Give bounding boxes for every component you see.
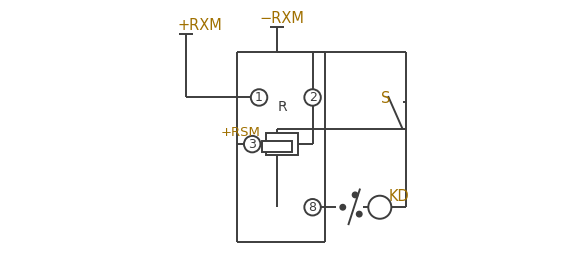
Circle shape — [304, 199, 321, 216]
Text: 3: 3 — [248, 137, 256, 151]
Circle shape — [356, 211, 362, 217]
Text: 8: 8 — [308, 201, 317, 214]
Text: S: S — [381, 91, 391, 106]
Circle shape — [251, 89, 267, 106]
Text: +RSM: +RSM — [221, 126, 260, 139]
Text: −RXM: −RXM — [260, 11, 304, 26]
Circle shape — [352, 192, 358, 198]
Circle shape — [304, 89, 321, 106]
Circle shape — [340, 204, 346, 210]
Text: 2: 2 — [309, 91, 317, 104]
Text: KD: KD — [389, 189, 409, 204]
Text: R: R — [277, 100, 287, 114]
Circle shape — [244, 136, 260, 152]
Bar — [262, 141, 292, 152]
Circle shape — [369, 196, 391, 219]
Bar — [266, 133, 298, 155]
Text: 1: 1 — [255, 91, 263, 104]
Text: +RXM: +RXM — [178, 18, 222, 33]
